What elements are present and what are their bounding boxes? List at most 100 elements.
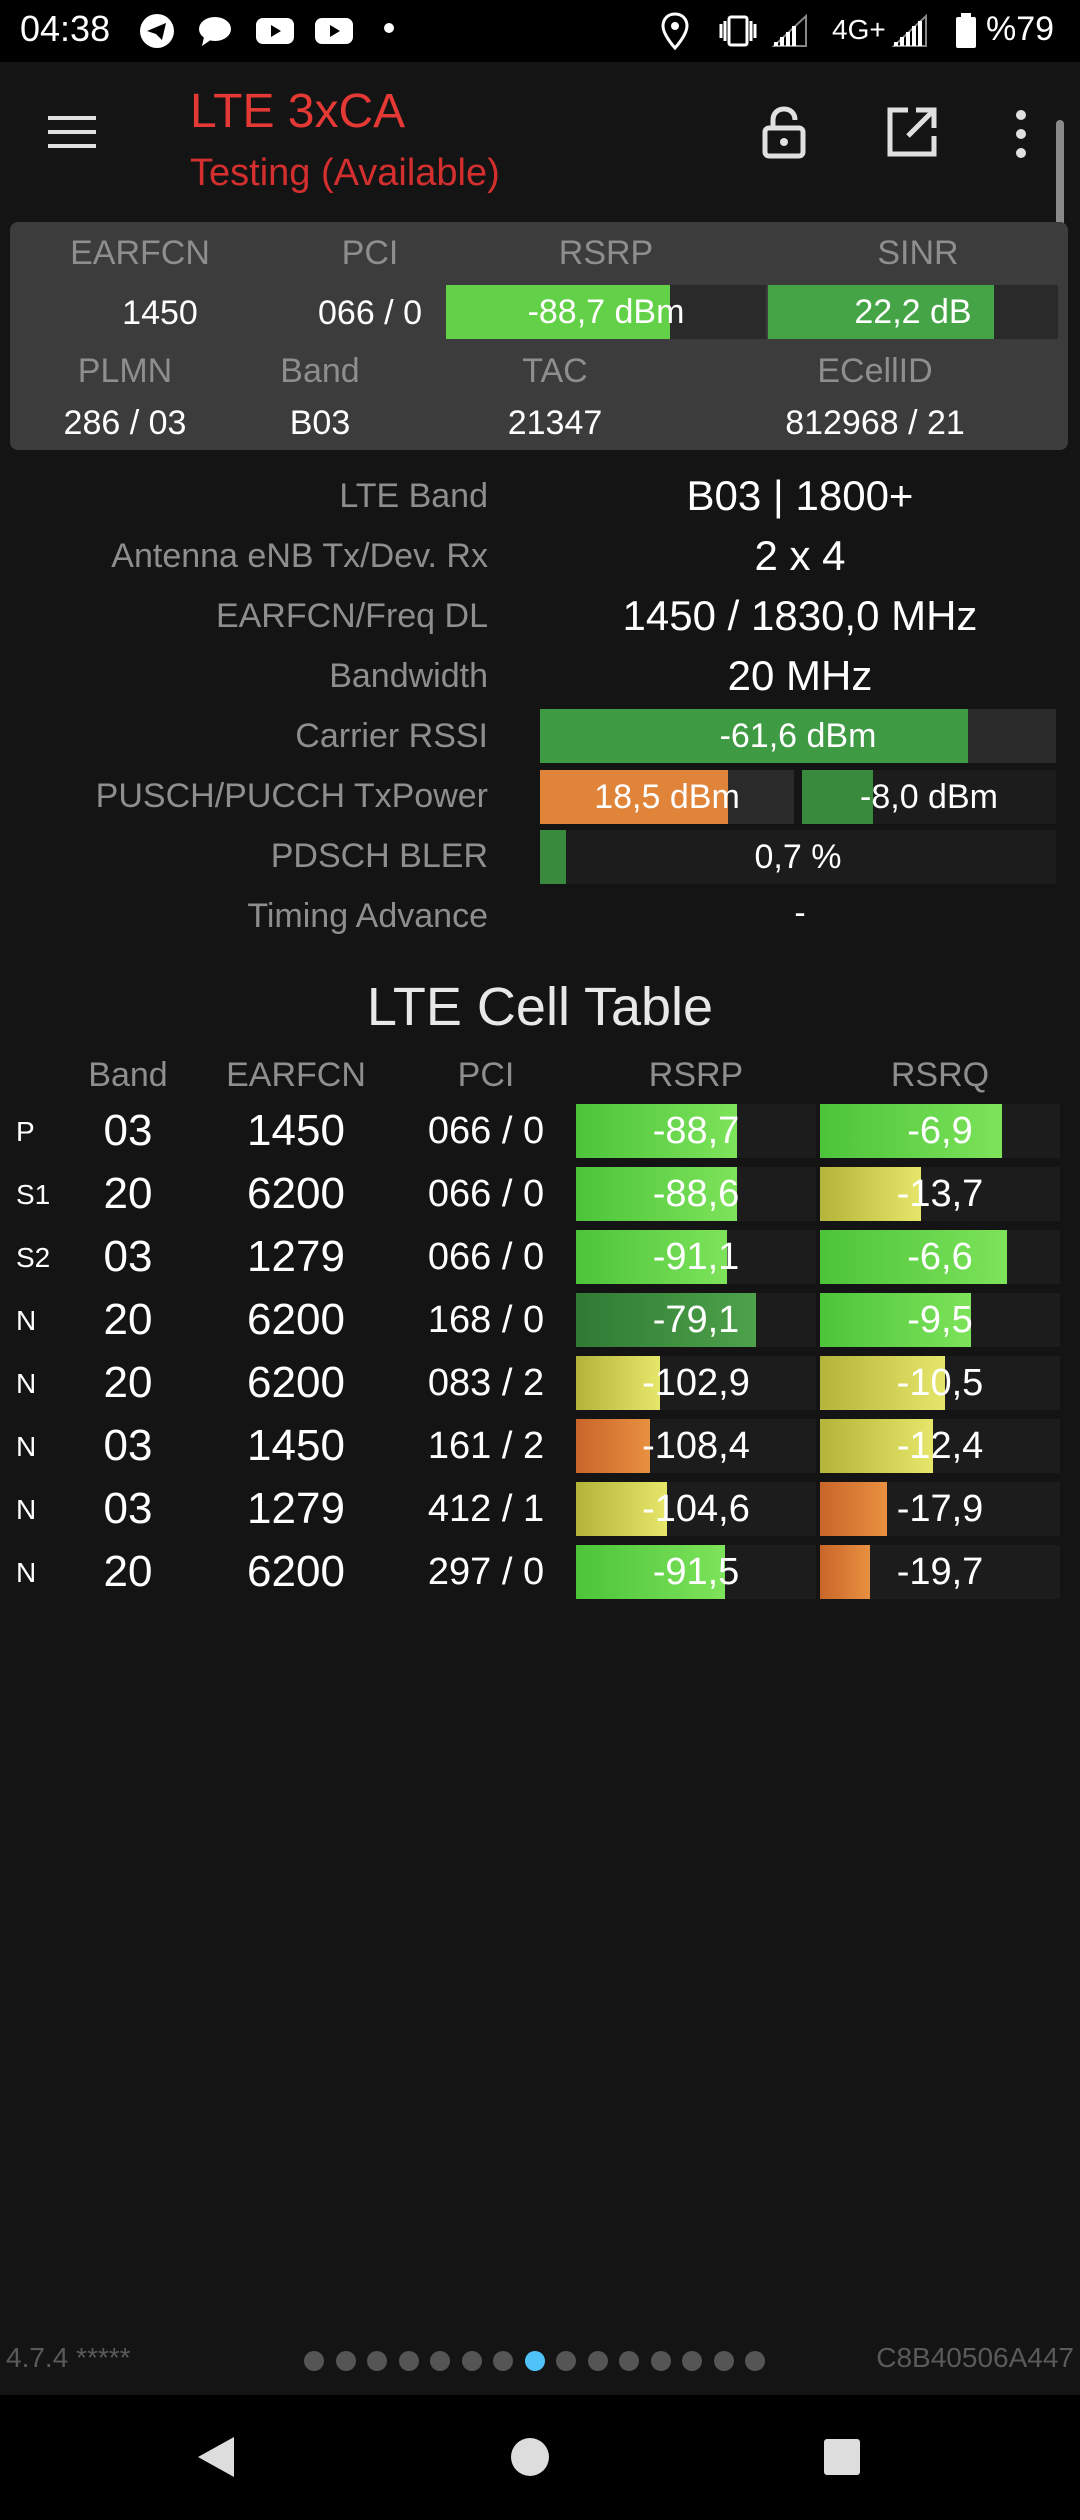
cell-rsrq-value: -10,5 [896, 1362, 984, 1404]
page-dot[interactable] [745, 2351, 765, 2371]
cell-pci: 066 / 0 [427, 1236, 545, 1278]
signal-icon [771, 13, 807, 47]
cell-rsrq-fill [820, 1356, 945, 1410]
page-dot[interactable] [461, 2351, 482, 2371]
rssi-bar: -61,6 dBm [540, 709, 1056, 763]
cell-pci: 161 / 2 [427, 1425, 545, 1467]
chat-icon [199, 17, 231, 46]
cell-earfcn: 6200 [247, 1295, 345, 1344]
cell-rsrq-bar: -10,5 [820, 1356, 1060, 1410]
cell-rsrp-value: -88,6 [652, 1173, 740, 1215]
cell-rsrp-fill [576, 1419, 651, 1473]
cell-rsrp-fill [576, 1545, 725, 1599]
pusch-fill [540, 770, 728, 824]
header-ecellid: ECellID [817, 352, 933, 390]
menu-icon[interactable] [46, 112, 98, 152]
scrollbar[interactable] [1056, 120, 1064, 316]
cell-type: N [16, 1368, 37, 1399]
cell-rsrp-value: -108,4 [642, 1425, 750, 1467]
col-rsrq: RSRQ [890, 1056, 990, 1094]
header-rsrp: RSRP [558, 234, 654, 272]
device-id: C8B40506A447 [876, 2342, 1074, 2373]
bler-bar: 0,7 % [540, 830, 1056, 884]
vibrate-icon [719, 15, 757, 47]
cell-rsrq-value: -12,4 [896, 1425, 984, 1467]
cell-rsrp-fill [576, 1356, 660, 1410]
dot-icon [384, 23, 394, 33]
cell-pci: 412 / 1 [427, 1488, 545, 1530]
cell-table-title: LTE Cell Table [366, 977, 714, 1037]
cell-rsrp-fill [576, 1482, 668, 1536]
open-external-icon[interactable] [886, 106, 938, 158]
page-dot[interactable] [398, 2351, 419, 2371]
home-icon[interactable] [510, 2437, 550, 2477]
cell-rsrq-fill [820, 1419, 933, 1473]
bler-label: PDSCH BLER [270, 837, 488, 875]
pucch-value: -8,0 dBm [860, 778, 998, 816]
cell-rsrq-bar: -6,6 [820, 1230, 1060, 1284]
cell-pci: 083 / 2 [427, 1362, 545, 1404]
page-dot[interactable] [335, 2351, 356, 2371]
cell-rsrq-bar: -19,7 [820, 1545, 1060, 1599]
page-dot[interactable] [524, 2351, 545, 2371]
app-title: LTE 3xCA [190, 85, 406, 138]
page-dot[interactable] [430, 2351, 450, 2371]
serving-cell-summary: EARFCN PCI RSRP SINR 1450 066 / 0 -88,7 … [10, 222, 1068, 450]
page-dot[interactable] [304, 2351, 324, 2371]
youtube-icon [256, 18, 294, 44]
page-dot[interactable] [619, 2351, 639, 2371]
status-time: 04:38 [20, 8, 111, 49]
page-dot[interactable] [682, 2351, 702, 2371]
version-label: 4.7.4 ***** [6, 2342, 131, 2373]
status-bar: 04:38 4G+ %79 [0, 0, 1080, 62]
cell-band: 20 [103, 1295, 153, 1344]
app-subtitle: Testing (Available) [190, 152, 500, 194]
page-dot[interactable] [493, 2351, 513, 2371]
recents-icon[interactable] [822, 2437, 862, 2477]
page-dot[interactable] [556, 2351, 576, 2371]
battery-icon [956, 13, 976, 48]
cell-rsrq-value: -19,7 [896, 1551, 984, 1593]
summary-rsrp-bar: -88,7 dBm [446, 285, 766, 339]
rsrp-fill [446, 285, 670, 339]
col-band: Band [88, 1056, 168, 1094]
lte-band-label: LTE Band [339, 477, 488, 515]
page-dot[interactable] [587, 2351, 608, 2371]
battery-percent: %79 [986, 10, 1055, 48]
rssi-value: -61,6 dBm [719, 717, 877, 755]
cell-rsrp-value: -104,6 [642, 1488, 750, 1530]
cell-rsrp-bar: -88,7 [576, 1104, 816, 1158]
txpower-label: PUSCH/PUCCH TxPower [95, 777, 488, 815]
cell-earfcn: 1450 [247, 1106, 345, 1155]
cell-rsrp-value: -91,1 [652, 1236, 740, 1278]
ta-label: Timing Advance [247, 897, 488, 935]
cell-rsrp-bar: -91,1 [576, 1230, 816, 1284]
cell-rsrp-bar: -88,6 [576, 1167, 816, 1221]
summary-band: B03 [289, 404, 351, 442]
cell-rsrp-value: -79,1 [652, 1299, 740, 1341]
cell-type: S1 [16, 1179, 51, 1210]
more-options-icon[interactable] [1012, 108, 1030, 160]
cell-earfcn: 1279 [247, 1484, 345, 1533]
pusch-value: 18,5 dBm [594, 778, 740, 816]
cell-rsrq-value: -6,9 [907, 1110, 973, 1152]
page-dot[interactable] [650, 2351, 671, 2371]
cell-type: N [16, 1494, 37, 1525]
cell-rsrq-value: -17,9 [896, 1488, 984, 1530]
summary-earfcn: 1450 [122, 294, 198, 332]
bandwidth-label: Bandwidth [329, 657, 488, 695]
cell-earfcn: 6200 [247, 1547, 345, 1596]
page-dot[interactable] [713, 2351, 734, 2371]
rssi-fill [540, 709, 969, 763]
header-tac: TAC [522, 352, 588, 390]
back-icon[interactable] [194, 2433, 238, 2481]
cell-rsrq-fill [820, 1482, 888, 1536]
pucch-bar: -8,0 dBm [802, 770, 1056, 824]
cell-rsrq-fill [820, 1230, 1008, 1284]
pusch-bar: 18,5 dBm [540, 770, 794, 824]
page-dot[interactable] [367, 2351, 387, 2371]
cell-rsrq-bar: -9,5 [820, 1293, 1060, 1347]
bler-fill [540, 830, 566, 884]
cell-type: N [16, 1305, 37, 1336]
lock-icon[interactable] [760, 104, 808, 160]
